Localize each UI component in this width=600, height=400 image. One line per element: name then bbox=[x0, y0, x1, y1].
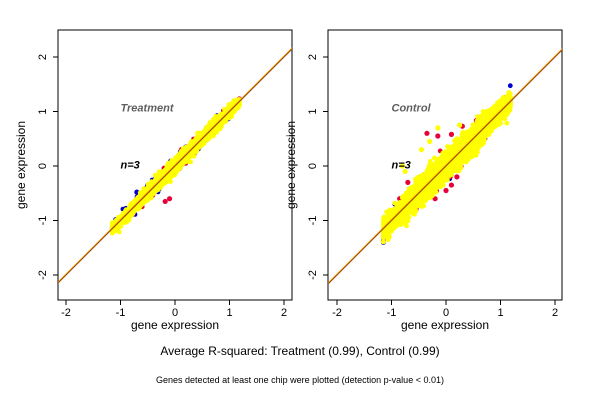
data-point bbox=[166, 196, 173, 202]
x-tick-label: -1 bbox=[116, 307, 126, 319]
y-tick-label: -1 bbox=[37, 216, 49, 226]
x-tick-label: -2 bbox=[61, 307, 71, 319]
data-point bbox=[214, 129, 220, 135]
x-axis-label: gene expression bbox=[131, 318, 219, 332]
data-point bbox=[162, 198, 168, 205]
y-tick-label: 1 bbox=[37, 108, 49, 114]
y-tick-label: -2 bbox=[37, 270, 49, 280]
x-tick-label: 0 bbox=[172, 307, 178, 319]
x-tick-label: 2 bbox=[281, 307, 287, 319]
y-tick-label: 2 bbox=[37, 54, 49, 60]
data-point bbox=[116, 229, 122, 235]
y-tick-label: 0 bbox=[37, 163, 49, 169]
y-axis-label: gene expression bbox=[14, 121, 28, 209]
x-tick-label: 1 bbox=[226, 307, 232, 319]
plot-area bbox=[58, 47, 292, 284]
treatment-scatter-panel: -2 -1 0 1 2 -2 -1 0 1 2 gene expression gene expres… bbox=[14, 29, 293, 332]
